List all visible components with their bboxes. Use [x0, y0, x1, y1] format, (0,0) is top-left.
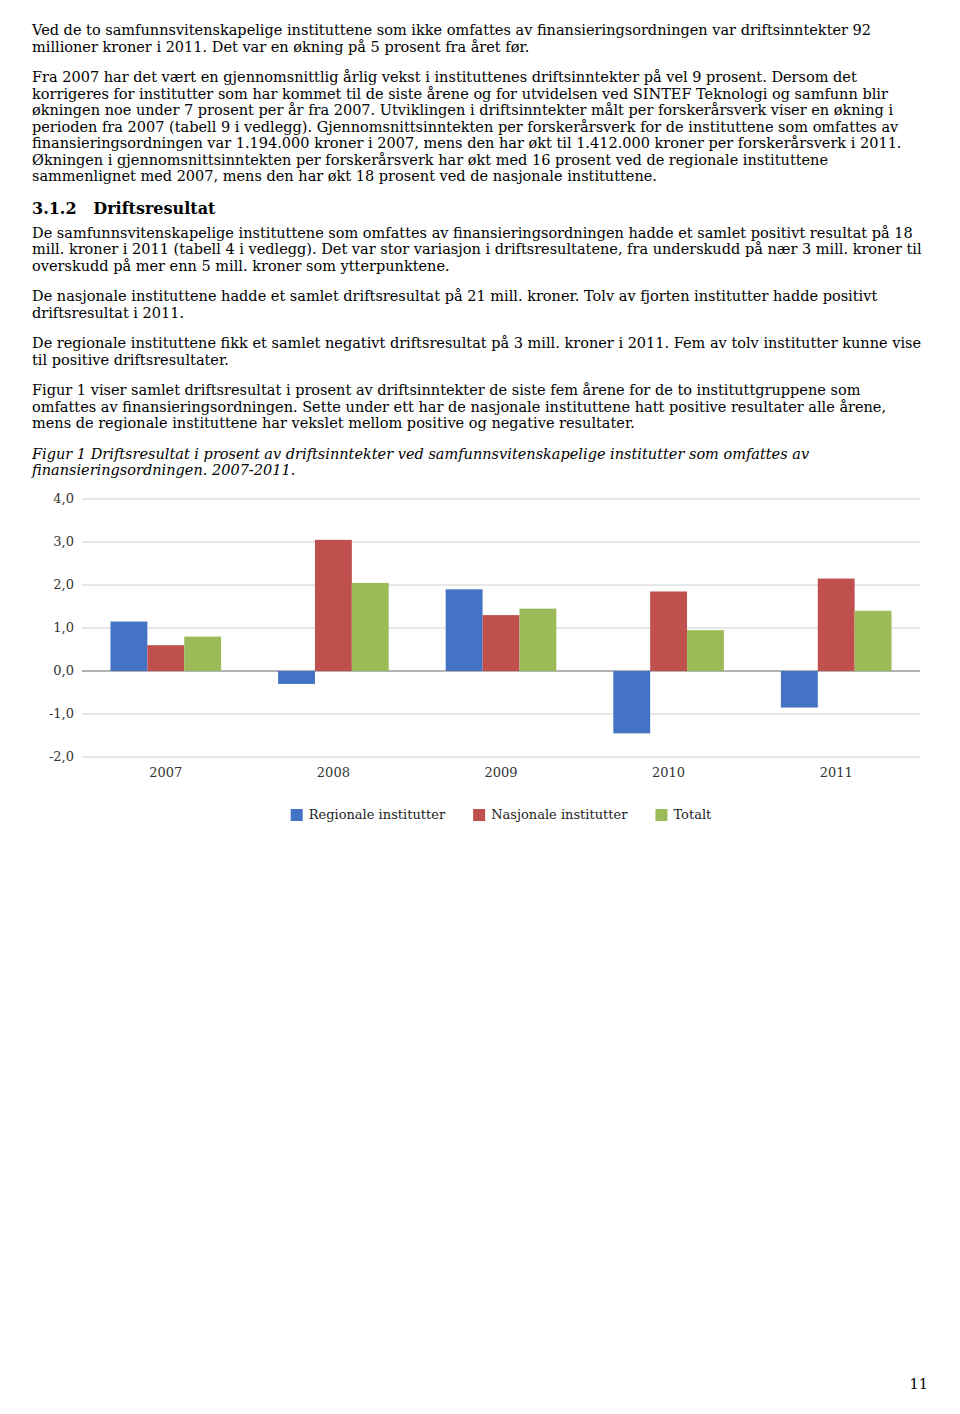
grid-line [82, 584, 920, 585]
chart-title: Figur 1 Driftsresultat i prosent av drif… [32, 446, 928, 479]
legend-swatch [655, 809, 667, 821]
bar [818, 578, 855, 670]
bar [278, 671, 315, 684]
x-tick-label: 2010 [652, 765, 685, 780]
paragraph: De regionale instituttene fikk et samlet… [32, 335, 928, 368]
bar [352, 582, 389, 670]
paragraph: Figur 1 viser samlet driftsresultat i pr… [32, 382, 928, 432]
bar [613, 671, 650, 733]
x-tick-label: 2007 [149, 765, 182, 780]
legend-label: Nasjonale institutter [491, 806, 628, 821]
legend-label: Totalt [673, 806, 712, 821]
grid-line [82, 756, 920, 757]
legend-item: Regionale institutter [291, 806, 446, 821]
y-tick-label: 0,0 [53, 662, 74, 677]
bar [519, 608, 556, 670]
bar [483, 615, 520, 671]
legend-item: Nasjonale institutter [473, 806, 628, 821]
y-tick-label: -2,0 [49, 748, 74, 763]
bar [650, 591, 687, 671]
bar [781, 671, 818, 708]
bar [687, 630, 724, 671]
legend-item: Totalt [655, 806, 712, 821]
bar [110, 621, 147, 670]
x-tick-label: 2011 [820, 765, 853, 780]
page: Ved de to samfunnsvitenskapelige institu… [32, 22, 928, 841]
bar [184, 636, 221, 670]
bar [315, 539, 352, 670]
y-tick-label: -1,0 [49, 705, 74, 720]
heading: 3.1.2 Driftsresultat [32, 199, 928, 219]
paragraph: Fra 2007 har det vært en gjennomsnittlig… [32, 69, 928, 185]
chart: -2,0 -1,0 0,0 1,0 2,0 3,0 4,0 2007 2008 2009 2010 2… [32, 487, 928, 837]
grid [82, 499, 920, 757]
y-tick-label: 2,0 [53, 576, 74, 591]
bar [147, 645, 184, 671]
x-tick-label: 2009 [484, 765, 517, 780]
legend-label: Regionale institutter [309, 806, 446, 821]
grid-line [82, 541, 920, 542]
grid-line [82, 713, 920, 714]
legend-swatch [291, 809, 303, 821]
paragraph: Ved de to samfunnsvitenskapelige institu… [32, 22, 928, 55]
paragraph: De samfunnsvitenskapelige instituttene s… [32, 225, 928, 275]
page-number: 11 [910, 1376, 928, 1392]
bar [446, 589, 483, 671]
y-tick-label: 3,0 [53, 533, 74, 548]
bars [110, 539, 891, 733]
y-tick-label: 4,0 [53, 490, 74, 505]
grid-line [82, 498, 920, 499]
paragraph: De nasjonale instituttene hadde et samle… [32, 288, 928, 321]
legend-swatch [473, 809, 485, 821]
bar [855, 610, 892, 670]
y-tick-label: 1,0 [53, 619, 74, 634]
x-tick-label: 2008 [317, 765, 350, 780]
legend: Regionale institutter Nasjonale institutt… [291, 806, 712, 821]
